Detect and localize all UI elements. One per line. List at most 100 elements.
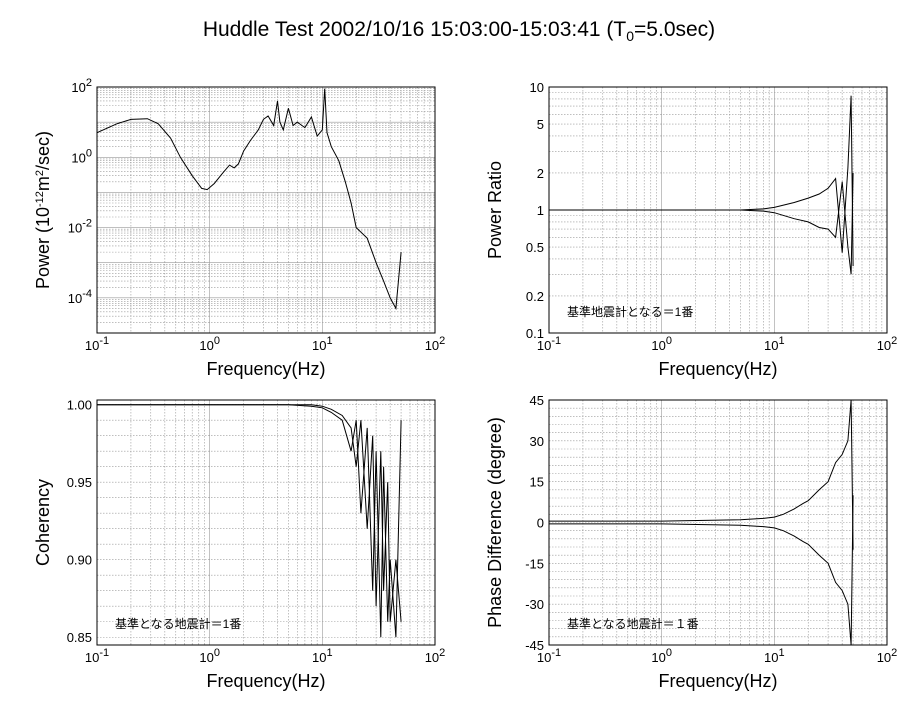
reference-annotation: 基準となる地震計＝１番 [567,616,699,631]
y-tick-label: 10-4 [68,288,92,306]
series-line [549,399,854,550]
plot-frame [96,86,436,334]
y-tick-label: 100 [71,147,92,165]
tick-text: -45 [525,638,544,653]
x-tick-label: 10-1 [85,647,109,665]
x-axis-label: Frequency(Hz) [206,671,325,691]
y-label-part: m [33,176,53,191]
tick-base: 10 [537,650,551,665]
series-line [97,404,402,638]
y-label-part: -12 [34,191,46,207]
coherency-panel: 10-1 100 101 1020.850.900.951.00Frequency(H… [33,398,445,691]
y-tick-label: -30 [525,597,544,612]
tick-base: 10 [199,650,213,665]
y-tick-label: 45 [530,393,544,408]
x-tick-label: 102 [877,647,898,665]
figure-title: Huddle Test 2002/10/16 15:03:00-15:03:41… [0,18,918,44]
x-axis-label: Frequency(Hz) [206,359,325,379]
tick-base: 10 [651,338,665,353]
x-tick-label: 101 [764,335,785,353]
y-tick-label: 0.95 [67,475,92,490]
tick-exponent: 2 [891,335,897,347]
tick-text: 0.90 [67,553,92,568]
tick-base: 10 [764,650,778,665]
x-axis-label: Frequency(Hz) [658,671,777,691]
tick-base: 10 [877,650,891,665]
tick-base: 10 [68,221,82,236]
reference-annotation: 基準地震計となる＝1番 [567,304,693,319]
tick-base: 10 [425,338,439,353]
y-axis-label: Coherency [33,479,53,566]
tick-text: 10 [530,80,544,95]
y-tick-label: 0.2 [526,289,544,304]
tick-base: 10 [85,650,99,665]
tick-base: 10 [85,338,99,353]
y-tick-label: 0.85 [67,630,92,645]
tick-base: 10 [537,338,551,353]
tick-text: 0 [537,516,544,531]
y-tick-label: 0 [537,516,544,531]
tick-exponent: 2 [891,647,897,659]
y-tick-label: 5 [537,117,544,132]
tick-exponent: 0 [666,647,672,659]
y-label-part: /sec) [33,131,53,170]
tick-base: 10 [312,338,326,353]
y-tick-label: 1.00 [67,398,92,413]
tick-base: 10 [764,338,778,353]
tick-text: 0.2 [526,289,544,304]
power-ratio-panel: 10-1 100 101 1020.10.20.512510Frequency(Hz)… [485,80,897,379]
y-tick-label: 102 [71,77,92,95]
series-line [549,172,854,275]
x-tick-label: 102 [425,647,446,665]
tick-text: 15 [530,475,544,490]
tick-exponent: 0 [214,647,220,659]
tick-exponent: 1 [327,335,333,347]
tick-base: 10 [71,150,85,165]
tick-exponent: 1 [779,335,785,347]
x-tick-label: 101 [312,335,333,353]
y-axis-label: Phase Difference (degree) [485,417,505,628]
tick-text: 1.00 [67,398,92,413]
tick-base: 10 [425,650,439,665]
tick-text: 2 [537,166,544,181]
x-tick-label: 10-1 [537,335,561,353]
tick-base: 10 [651,650,665,665]
tick-base: 10 [71,80,85,95]
tick-text: 5 [537,117,544,132]
tick-text: 1 [537,203,544,218]
y-tick-label: 15 [530,475,544,490]
tick-exponent: 1 [779,647,785,659]
x-axis-label: Frequency(Hz) [658,359,777,379]
series-line [549,495,854,646]
x-tick-label: 101 [312,647,333,665]
x-tick-label: 100 [199,335,220,353]
power-spectrum-panel: 10-1 100 101 10210-410-2100102Frequency(Hz)… [33,77,445,379]
tick-exponent: 2 [86,77,92,89]
x-tick-label: 102 [425,335,446,353]
y-label-part: Phase Difference (degree) [485,417,505,628]
tick-text: -30 [525,597,544,612]
y-tick-label: 0.90 [67,553,92,568]
y-label-part: Coherency [33,479,53,566]
y-tick-label: 30 [530,434,544,449]
series-line [97,404,402,622]
tick-base: 10 [877,338,891,353]
tick-text: 0.95 [67,475,92,490]
tick-text: 0.5 [526,240,544,255]
tick-exponent: 0 [86,147,92,159]
x-tick-label: 100 [651,647,672,665]
series-line [96,88,402,311]
tick-text: 30 [530,434,544,449]
title-subscript: 0 [626,28,635,45]
tick-base: 10 [312,650,326,665]
tick-text: 0.85 [67,630,92,645]
tick-text: 0.1 [526,326,544,341]
x-tick-label: 10-1 [85,335,109,353]
plot-frame [548,399,888,646]
plot-frame [96,399,436,646]
reference-annotation: 基準となる地震計＝1番 [115,616,241,631]
tick-exponent: -4 [82,288,92,300]
y-label-part: 2 [34,170,46,176]
tick-text: 45 [530,393,544,408]
tick-exponent: -2 [82,218,92,230]
